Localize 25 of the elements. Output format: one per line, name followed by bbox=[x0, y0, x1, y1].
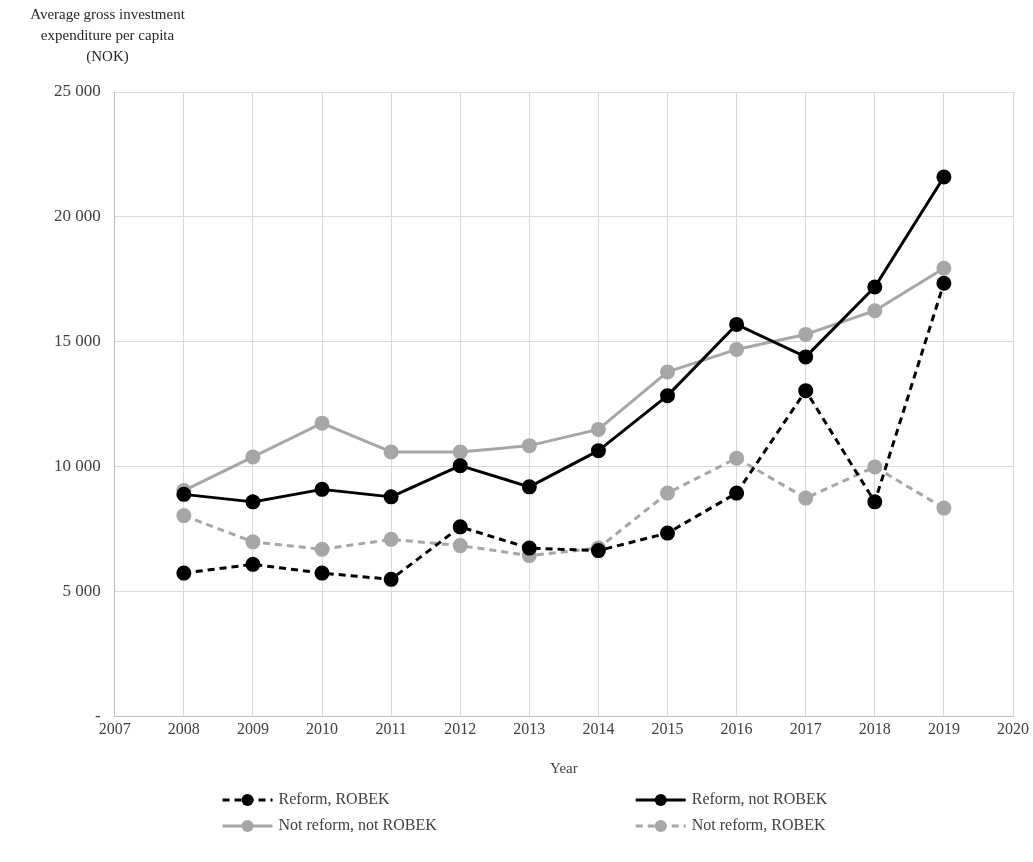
y-tick-label: 25 000 bbox=[54, 81, 101, 101]
x-tick-label: 2020 bbox=[997, 719, 1029, 737]
legend-label: Reform, not ROBEK bbox=[691, 790, 828, 808]
x-tick-label: 2011 bbox=[375, 719, 407, 737]
x-tick-label: 2007 bbox=[98, 719, 131, 737]
x-axis-title: Year bbox=[550, 759, 578, 776]
x-tick-label: 2018 bbox=[858, 719, 891, 737]
x-tick-label: 2015 bbox=[651, 719, 684, 737]
y-tick-label: 10 000 bbox=[54, 456, 101, 476]
x-tick-label: 2016 bbox=[720, 719, 753, 737]
legend-label: Reform, ROBEK bbox=[278, 790, 391, 808]
x-tick-label: 2019 bbox=[927, 719, 960, 737]
y-axis-title: Average gross investment expenditure per capita (NOK) bbox=[29, 5, 186, 66]
x-tick-label: 2009 bbox=[236, 719, 269, 737]
x-tick-label: 2013 bbox=[513, 719, 546, 737]
legend-label: Not reform, not ROBEK bbox=[278, 816, 438, 834]
y-tick-label: 20 000 bbox=[54, 206, 101, 226]
legend-label: Not reform, ROBEK bbox=[691, 816, 826, 834]
x-tick-label: 2017 bbox=[789, 719, 822, 737]
x-tick-label: 2010 bbox=[306, 719, 339, 737]
x-tick-label: 2012 bbox=[444, 719, 477, 737]
y-tick-label: 5 000 bbox=[62, 581, 101, 601]
x-tick-label: 2008 bbox=[167, 719, 200, 737]
x-tick-label: 2014 bbox=[582, 719, 615, 737]
y-tick-label: 15 000 bbox=[54, 331, 101, 351]
